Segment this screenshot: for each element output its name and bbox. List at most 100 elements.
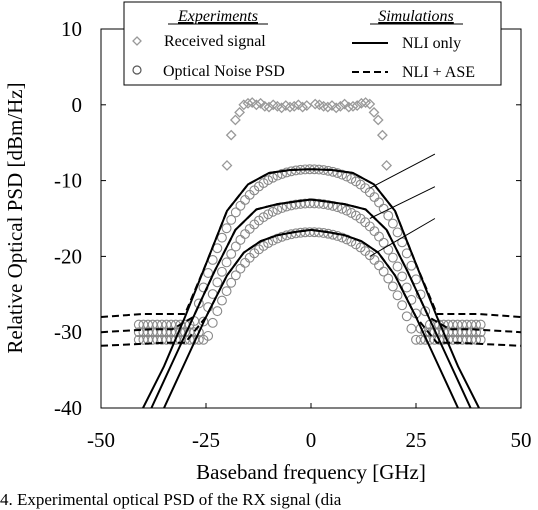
x-axis-label: Baseband frequency [GHz] (196, 460, 426, 484)
noise-psd-marker (378, 266, 389, 277)
nli-only-line (142, 168, 480, 408)
received-signal-marker (238, 99, 250, 111)
noise-psd-marker (281, 167, 292, 178)
noise-psd-marker (341, 205, 352, 216)
y-tick-label: -10 (54, 169, 82, 193)
noise-psd-marker (314, 198, 324, 209)
noise-psd-marker (193, 327, 204, 338)
noise-psd-marker (230, 207, 241, 218)
noise-psd-marker (471, 334, 482, 345)
noise-psd-marker (226, 277, 237, 288)
noise-psd-marker (383, 210, 394, 221)
noise-psd-marker (337, 232, 348, 243)
legend-noise-psd-label: Optical Noise PSD (163, 63, 285, 80)
legend-nli-only-label: NLI only (402, 35, 461, 52)
nli-only-line (150, 198, 472, 408)
annotation-pointer-line (369, 153, 436, 189)
noise-psd-marker (327, 166, 338, 177)
noise-psd-marker (397, 300, 408, 311)
noise-psd-marker (401, 282, 412, 293)
plot-data (101, 97, 521, 408)
noise-psd-marker (221, 286, 232, 297)
received-signal-marker (255, 97, 267, 109)
noise-psd-marker (420, 306, 431, 317)
nli-only-line (163, 228, 459, 408)
noise-psd-marker (277, 168, 287, 179)
received-signal-marker (297, 101, 309, 113)
noise-psd-marker (230, 270, 241, 281)
plot-area (100, 28, 522, 409)
noise-psd-marker (387, 218, 398, 229)
noise-psd-marker (267, 206, 278, 217)
noise-psd-marker (397, 271, 408, 282)
noise-psd-marker (217, 295, 227, 306)
received-signal-marker (376, 129, 388, 141)
received-signal-marker (355, 97, 367, 109)
noise-psd-marker (387, 252, 398, 263)
noise-psd-marker (332, 231, 343, 241)
nli-ase-line (101, 168, 521, 318)
noise-psd-marker (378, 203, 389, 214)
received-signal-marker (381, 160, 393, 171)
received-signal-marker (318, 100, 330, 112)
x-tick-label: -50 (87, 428, 115, 452)
received-signal-marker (284, 101, 296, 113)
received-signal-marker (250, 99, 262, 111)
y-tick-label: 0 (72, 93, 83, 117)
noise-psd-marker (212, 306, 223, 317)
noise-psd-marker (383, 273, 394, 284)
annotation-pointer-line (369, 186, 436, 219)
y-tick-label: -20 (54, 244, 82, 268)
received-signal-marker (229, 114, 241, 126)
annotation-pointer-line (369, 218, 436, 257)
received-signal-marker (309, 98, 321, 110)
noise-psd-marker (318, 199, 329, 210)
received-signal-marker (368, 106, 380, 118)
legend: Experiments Simulations Received signal … (123, 1, 502, 86)
noise-psd-marker (272, 204, 283, 215)
legend-simulations-header: Simulations (378, 8, 454, 25)
noise-psd-marker (401, 311, 412, 322)
noise-psd-marker (226, 249, 237, 259)
legend-experiments-header: Experiments (177, 8, 258, 25)
noise-psd-marker (203, 330, 214, 341)
legend-nli-ase-label: NLI + ASE (402, 64, 475, 81)
noise-psd-marker (337, 169, 348, 180)
noise-psd-marker (475, 327, 486, 338)
x-tick-label: 0 (306, 428, 317, 452)
received-signal-marker (339, 98, 351, 110)
x-tick-label: 50 (511, 428, 532, 452)
received-signal-marker (225, 129, 237, 141)
noise-psd-marker (392, 290, 403, 301)
received-signal-marker (288, 100, 300, 112)
received-signal-marker (234, 106, 246, 118)
noise-psd-marker (203, 268, 214, 278)
noise-psd-marker (332, 168, 343, 179)
noise-psd-marker (221, 257, 232, 268)
noise-psd-marker (226, 214, 237, 225)
noise-psd-marker (217, 232, 227, 243)
noise-psd-marker (387, 281, 398, 292)
x-tick-label: -25 (192, 428, 220, 452)
noise-psd-marker (392, 227, 403, 238)
legend-box (123, 1, 502, 86)
noise-psd-marker (217, 266, 227, 277)
y-tick-label: -30 (54, 320, 82, 344)
noise-psd-marker (212, 277, 223, 288)
noise-psd-marker (193, 298, 204, 309)
received-signal-marker (372, 114, 384, 126)
received-signal-marker (242, 97, 254, 109)
noise-psd-marker (221, 223, 232, 234)
noise-psd-marker (281, 230, 292, 241)
noise-psd-marker (392, 261, 403, 272)
noise-psd-marker (378, 237, 389, 248)
psd-chart: -50 -25 0 25 50 10 0 -10 -20 -30 -40 Experiments S… (3, 1, 532, 484)
y-tick-label: -40 (54, 396, 82, 420)
y-tick-label: 10 (61, 17, 82, 41)
figure-caption: 4. Experimental optical PSD of the RX si… (0, 490, 342, 509)
noise-psd-marker (475, 319, 486, 330)
axis-ticks: -50 -25 0 25 50 10 0 -10 -20 -30 -40 (54, 17, 532, 452)
received-signal-marker (276, 102, 288, 114)
received-signal-marker (263, 101, 275, 113)
received-signal-marker (334, 100, 346, 112)
